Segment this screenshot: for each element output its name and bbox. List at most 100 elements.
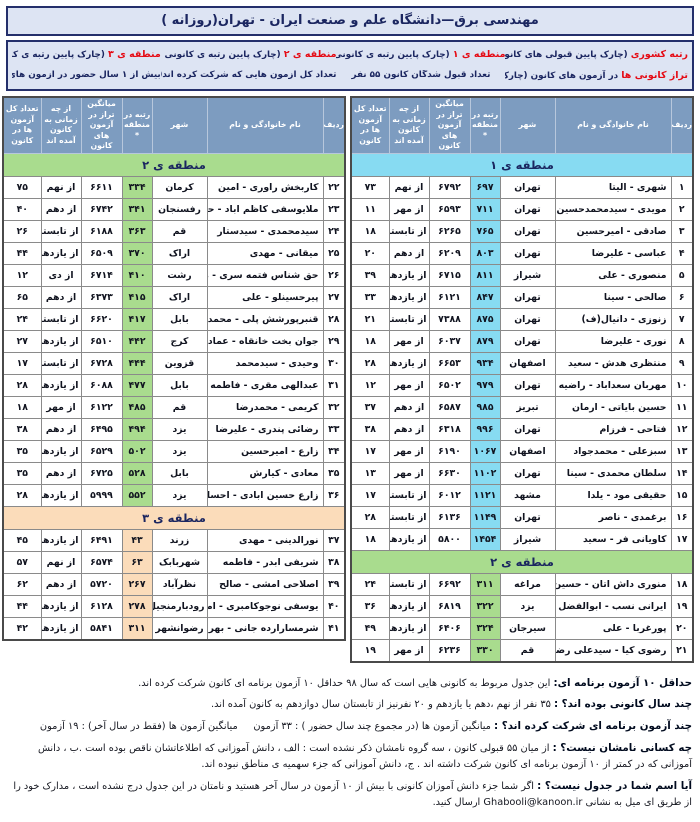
- name-cell: مویدی - سیدمحمدحسین: [554, 197, 672, 221]
- city-cell: قم: [499, 638, 556, 663]
- name-cell: رضوی کیا - سیدعلی رضا: [554, 638, 672, 663]
- name-cell: پیرحسینلو - علی: [206, 285, 324, 309]
- row-index-cell: ۱۷: [670, 527, 694, 551]
- exam-count-cell: ۲۰: [350, 241, 390, 265]
- name-cell: معادی - کیارش: [206, 461, 324, 485]
- col-header-row-index: ردیف: [322, 96, 346, 154]
- since-cell: از مهر: [388, 373, 430, 397]
- city-cell: تهران: [499, 307, 556, 331]
- exam-count-cell: ۱۸: [350, 329, 390, 353]
- city-cell: یزد: [151, 439, 208, 463]
- row-index-cell: ۱۹: [670, 594, 694, 618]
- score-cell: ۶۵۸۷: [428, 395, 471, 419]
- table-row: ۱ شهری - الیتا تهران ۶۹۷ ۶۷۹۲ از نهم ۷۳: [350, 175, 694, 199]
- since-cell: از دهم: [388, 241, 430, 265]
- row-index-cell: ۸: [670, 329, 694, 353]
- city-cell: تهران: [499, 461, 556, 485]
- col-header-avg-score: میانگین تراز در آزمون های کانون: [428, 96, 471, 154]
- results-table-right: ردیف نام خانوادگی و نام شهر رتبه در منطق…: [350, 96, 694, 663]
- city-cell: یزد: [151, 483, 208, 507]
- summary-stats-box: رتبه کشوری (چارک پایین قبولی های کانون) …: [6, 40, 694, 91]
- name-cell: کریمی - محمدرضا: [206, 395, 324, 419]
- region-band: منطقه ی ۳: [2, 505, 346, 530]
- rank-cell: ۳۱۱: [469, 572, 501, 596]
- row-index-cell: ۲۹: [322, 329, 346, 353]
- row-index-cell: ۱۰: [670, 373, 694, 397]
- since-cell: از مهر: [388, 329, 430, 353]
- city-cell: قزوین: [151, 351, 208, 375]
- rank-cell: ۸۱۱: [469, 263, 501, 287]
- rank-cell: ۳۳۰: [469, 638, 501, 663]
- row-index-cell: ۲۰: [670, 616, 694, 640]
- rank-cell: ۴۱۵: [121, 285, 153, 309]
- city-cell: شهربابک: [151, 550, 208, 574]
- rank-cell: ۳۱۱: [121, 616, 153, 641]
- row-index-cell: ۴: [670, 241, 694, 265]
- score-cell: ۶۶۵۳: [428, 351, 471, 375]
- rank-cell: ۲۶۷: [121, 572, 153, 596]
- exam-count-cell: ۲۴: [350, 572, 390, 596]
- exam-count-cell: ۳۷: [350, 395, 390, 419]
- name-cell: شریفی ابدر - فاطمه: [206, 550, 324, 574]
- city-cell: زرند: [151, 528, 208, 552]
- score-cell: ۶۷۴۲: [80, 197, 123, 221]
- footer-line-label: آیا اسم شما در جدول نیست؟ :: [537, 779, 692, 792]
- rank-cell: ۳۲۲: [469, 594, 501, 618]
- score-cell: ۶۴۹۵: [80, 417, 123, 441]
- footer-line-text: این جدول مربوط به کانونی هایی است که سال…: [138, 677, 554, 689]
- exam-count-cell: ۲۸: [350, 351, 390, 375]
- name-cell: نورالدینی - مهدی: [206, 528, 324, 552]
- since-cell: از یازدهم: [40, 241, 82, 265]
- footer-notes: حداقل ۱۰ آزمون برنامه ای: این جدول مربوط…: [6, 675, 694, 811]
- since-cell: از یازدهم: [388, 527, 430, 551]
- city-cell: بابل: [151, 307, 208, 331]
- rank-cell: ۲۷۸: [121, 594, 153, 618]
- exam-count-cell: ۱۷: [2, 351, 42, 375]
- score-cell: ۶۲۰۹: [428, 241, 471, 265]
- city-cell: تبریز: [499, 395, 556, 419]
- exam-count-cell: ۱۸: [350, 527, 390, 551]
- row-index-cell: ۳۹: [322, 572, 346, 596]
- score-cell: ۶۰۸۸: [80, 373, 123, 397]
- results-tables: ردیف نام خانوادگی و نام شهر رتبه در منطق…: [2, 96, 694, 663]
- region-band: منطقه ی ۱: [350, 152, 694, 177]
- footer-line-min-exams: حداقل ۱۰ آزمون برنامه ای: این جدول مربوط…: [8, 675, 692, 692]
- score-cell: ۶۷۱۴: [80, 263, 123, 287]
- table-row: ۳۵ معادی - کیارش بابل ۵۲۸ ۶۷۲۵ از دهم ۳۵: [2, 461, 346, 485]
- stat-value: (چارک پایین رتبه ی کانونی ها) : ۱۰۸۱: [336, 50, 450, 60]
- row-index-cell: ۶: [670, 285, 694, 309]
- row-index-cell: ۳۴: [322, 439, 346, 463]
- exam-count-cell: ۴۹: [350, 616, 390, 640]
- exam-count-cell: ۷۵: [2, 175, 42, 199]
- since-cell: از یازدهم: [388, 263, 430, 287]
- since-cell: از یازدهم: [40, 329, 82, 353]
- name-cell: حقیقی مود - یلدا: [554, 483, 672, 507]
- city-cell: اصفهان: [499, 439, 556, 463]
- table-row: ۱۷ کاویانی فر - سعید شیراز ۱۴۵۴ ۵۸۰۰ از یازده…: [350, 527, 694, 551]
- name-cell: میقانی - مهدی: [206, 241, 324, 265]
- score-cell: ۶۰۳۷: [428, 329, 471, 353]
- rank-cell: ۳۴۱: [121, 197, 153, 221]
- city-cell: تهران: [499, 197, 556, 221]
- stat-score-quartile: تراز کانونی ها در آزمون های کانون (چارک …: [505, 70, 688, 81]
- since-cell: از تابستان: [40, 307, 82, 331]
- exam-count-cell: ۴۴: [2, 594, 42, 618]
- city-cell: تهران: [499, 373, 556, 397]
- exam-count-cell: ۱۱: [350, 197, 390, 221]
- city-cell: بابل: [151, 461, 208, 485]
- rank-cell: ۵۰۲: [121, 439, 153, 463]
- rank-cell: ۹۹۶: [469, 417, 501, 441]
- since-cell: از مهر: [388, 439, 430, 463]
- stat-region2: منطقه ی ۲ (چارک پایین رتبه ی کانونی ها) …: [161, 49, 337, 60]
- stat-label: تراز کانونی ها: [621, 70, 688, 81]
- col-header-name: نام خانوادگی و نام: [554, 96, 672, 154]
- name-cell: رضائی پندری - علیرضا: [206, 417, 324, 441]
- score-cell: ۵۸۴۱: [80, 616, 123, 641]
- name-cell: عبدالهی مقری - فاطمه: [206, 373, 324, 397]
- since-cell: از مهر: [40, 395, 82, 419]
- exam-count-cell: ۴۵: [2, 528, 42, 552]
- table-row: ۱۴ سلطان محمدی - سینا تهران ۱۱۰۲ ۶۶۳۰ از مهر ۱…: [350, 461, 694, 485]
- col-header-exam-count: تعداد کل آزمون ها در کانون: [350, 96, 390, 154]
